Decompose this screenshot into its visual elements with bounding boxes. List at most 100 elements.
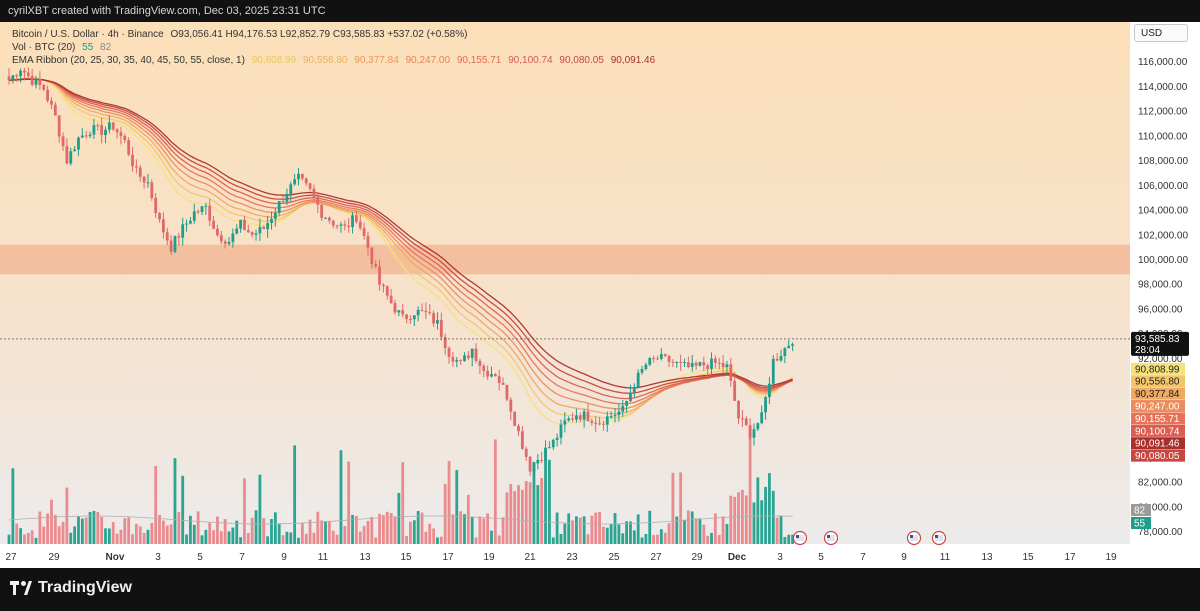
- candle-body: [23, 70, 26, 73]
- volume-bar: [30, 530, 34, 544]
- candle-body: [235, 228, 239, 234]
- candle-body: [679, 361, 683, 363]
- volume-bar: [165, 525, 169, 544]
- candle-body: [316, 196, 320, 205]
- candle-body: [200, 206, 204, 212]
- resistance-zone: [0, 244, 1130, 275]
- volume-bar: [100, 516, 104, 544]
- volume-bar: [683, 519, 686, 544]
- volume-bar: [706, 535, 710, 544]
- volume-bar: [42, 526, 46, 544]
- volume-bar: [15, 523, 19, 544]
- candle-body: [401, 310, 405, 315]
- candle-body: [30, 75, 34, 85]
- candle-body: [629, 393, 632, 402]
- volume-bar: [625, 521, 628, 544]
- volume-bar: [335, 534, 339, 544]
- volume-bar: [582, 516, 586, 544]
- volume-bar: [609, 523, 613, 544]
- candle-body: [470, 348, 474, 358]
- volume-bar: [416, 511, 420, 544]
- currency-button[interactable]: USD: [1134, 24, 1188, 42]
- volume-bar: [173, 458, 177, 544]
- price-tick-label: 110,000.00: [1138, 131, 1188, 142]
- candle-body: [775, 358, 779, 361]
- price-tick-label: 98,000.00: [1138, 280, 1183, 291]
- ema-price-tag: 90,100.74: [1131, 424, 1185, 437]
- volume-bar: [644, 533, 648, 544]
- volume-bar: [266, 536, 270, 544]
- candle-body: [335, 225, 339, 227]
- volume-bar: [791, 534, 794, 544]
- candle-body: [138, 167, 142, 177]
- tradingview-logo[interactable]: TradingView: [10, 579, 132, 597]
- candle-body: [347, 225, 351, 228]
- footer-bar: TradingView: [0, 568, 1200, 611]
- volume-bar: [331, 530, 335, 544]
- candle-body: [77, 137, 80, 150]
- volume-bar: [61, 521, 65, 544]
- volume-bar: [629, 521, 632, 544]
- candle-body: [304, 178, 308, 184]
- candle-body: [154, 197, 158, 214]
- candle-body: [177, 236, 181, 238]
- candle-body: [382, 284, 385, 287]
- price-tick-label: 106,000.00: [1138, 181, 1188, 192]
- volume-bar: [154, 466, 158, 544]
- volume-bar: [162, 520, 165, 544]
- candle-body: [173, 236, 177, 252]
- candle-body: [555, 437, 559, 440]
- candle-body: [671, 361, 675, 363]
- price-chart[interactable]: 118,000.00116,000.00114,000.00112,000.00…: [0, 22, 1200, 568]
- candle-body: [169, 240, 173, 252]
- volume-bar: [370, 516, 374, 544]
- volume-bar: [11, 468, 15, 544]
- candle-body: [111, 122, 115, 130]
- volume-bar: [327, 520, 331, 544]
- volume-bar: [544, 447, 547, 544]
- volume-bar: [177, 511, 181, 544]
- legend-ohlc: O93,056.41 H94,176.53 L92,852.79 C93,585…: [170, 29, 468, 40]
- candle-body: [26, 72, 30, 76]
- candle-body: [127, 140, 131, 155]
- candle-body: [324, 217, 327, 219]
- ema-price-tag: 90,247.00: [1131, 400, 1185, 413]
- volume-bar: [393, 516, 397, 544]
- candle-body: [640, 369, 644, 373]
- volume-bar: [158, 514, 161, 544]
- candle-body: [142, 176, 146, 183]
- volume-bar: [779, 515, 783, 544]
- volume-bar: [270, 518, 273, 544]
- volume-bar: [594, 512, 598, 544]
- svg-text:55: 55: [1134, 519, 1146, 530]
- volume-bar: [358, 531, 362, 544]
- volume-bar: [694, 518, 698, 544]
- volume-bar: [347, 461, 351, 544]
- candle-body: [246, 230, 250, 233]
- legend-ema-value-4: 90,247.00: [405, 55, 451, 66]
- volume-bar: [520, 489, 524, 544]
- chart-area[interactable]: 118,000.00116,000.00114,000.00112,000.00…: [0, 22, 1200, 568]
- volume-bar: [575, 516, 578, 544]
- volume-bar: [656, 534, 659, 544]
- candle-body: [474, 348, 478, 361]
- volume-bar: [428, 523, 432, 544]
- volume-bar: [567, 513, 571, 544]
- candle-body: [779, 356, 783, 361]
- candle-body: [412, 315, 416, 320]
- volume-bar: [127, 517, 131, 544]
- candle-body: [463, 355, 466, 361]
- volume-bar: [409, 521, 412, 544]
- volume-bar: [509, 484, 513, 544]
- candle-body: [123, 136, 127, 141]
- candle-body: [694, 362, 698, 366]
- candle-body: [721, 362, 725, 368]
- candle-body: [327, 217, 331, 221]
- candle-body: [389, 295, 393, 304]
- volume-bar: [501, 517, 505, 544]
- candle-body: [107, 122, 111, 130]
- volume-bar: [374, 537, 378, 544]
- candle-body: [451, 356, 455, 362]
- volume-bar: [92, 510, 96, 544]
